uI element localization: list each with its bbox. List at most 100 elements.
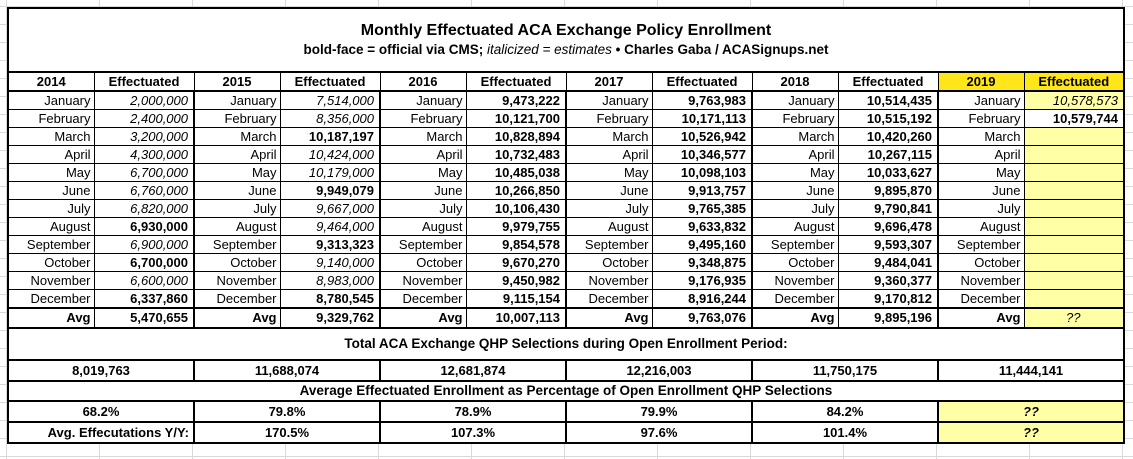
month-cell-2015-september[interactable]: September — [193, 235, 281, 254]
month-cell-2018-september[interactable]: September — [751, 235, 839, 254]
effectuated-header-2015[interactable]: Effectuated — [279, 71, 381, 92]
value-cell-2019-september[interactable] — [1023, 235, 1125, 254]
qhp-total-2019[interactable]: 11,444,141 — [937, 359, 1125, 382]
avg-value-2014[interactable]: 5,470,655 — [93, 307, 195, 329]
value-cell-2014-february[interactable]: 2,400,000 — [93, 109, 195, 128]
qhp-total-2015[interactable]: 11,688,074 — [193, 359, 381, 382]
month-cell-2015-february[interactable]: February — [193, 109, 281, 128]
pct-value-2014[interactable]: 68.2% — [7, 400, 195, 423]
month-cell-2014-february[interactable]: February — [7, 109, 95, 128]
month-cell-2015-july[interactable]: July — [193, 199, 281, 218]
month-cell-2018-august[interactable]: August — [751, 217, 839, 236]
month-cell-2016-december[interactable]: December — [379, 289, 467, 309]
month-cell-2017-october[interactable]: October — [565, 253, 653, 272]
month-cell-2014-june[interactable]: June — [7, 181, 95, 200]
effectuated-header-2017[interactable]: Effectuated — [651, 71, 753, 92]
value-cell-2015-june[interactable]: 9,949,079 — [279, 181, 381, 200]
month-cell-2015-may[interactable]: May — [193, 163, 281, 182]
value-cell-2018-november[interactable]: 9,360,377 — [837, 271, 939, 290]
value-cell-2014-august[interactable]: 6,930,000 — [93, 217, 195, 236]
yoy-label[interactable]: Avg. Effecutations Y/Y: — [7, 421, 195, 444]
avg-label-2014[interactable]: Avg — [7, 307, 95, 329]
value-cell-2014-november[interactable]: 6,600,000 — [93, 271, 195, 290]
year-header-2019[interactable]: 2019 — [937, 71, 1025, 92]
month-cell-2017-january[interactable]: January — [565, 90, 653, 110]
value-cell-2018-september[interactable]: 9,593,307 — [837, 235, 939, 254]
month-cell-2019-march[interactable]: March — [937, 127, 1025, 146]
month-cell-2015-november[interactable]: November — [193, 271, 281, 290]
value-cell-2016-may[interactable]: 10,485,038 — [465, 163, 567, 182]
month-cell-2014-december[interactable]: December — [7, 289, 95, 309]
value-cell-2019-march[interactable] — [1023, 127, 1125, 146]
value-cell-2018-april[interactable]: 10,267,115 — [837, 145, 939, 164]
value-cell-2019-november[interactable] — [1023, 271, 1125, 290]
value-cell-2018-october[interactable]: 9,484,041 — [837, 253, 939, 272]
month-cell-2015-april[interactable]: April — [193, 145, 281, 164]
month-cell-2016-november[interactable]: November — [379, 271, 467, 290]
month-cell-2014-march[interactable]: March — [7, 127, 95, 146]
month-cell-2019-february[interactable]: February — [937, 109, 1025, 128]
value-cell-2019-january[interactable]: 10,578,573 — [1023, 90, 1125, 110]
value-cell-2017-december[interactable]: 8,916,244 — [651, 289, 753, 309]
value-cell-2019-february[interactable]: 10,579,744 — [1023, 109, 1125, 128]
month-cell-2019-june[interactable]: June — [937, 181, 1025, 200]
month-cell-2017-march[interactable]: March — [565, 127, 653, 146]
month-cell-2018-april[interactable]: April — [751, 145, 839, 164]
value-cell-2016-november[interactable]: 9,450,982 — [465, 271, 567, 290]
avg-label-2019[interactable]: Avg — [937, 307, 1025, 329]
value-cell-2015-september[interactable]: 9,313,323 — [279, 235, 381, 254]
month-cell-2018-february[interactable]: February — [751, 109, 839, 128]
avg-value-2015[interactable]: 9,329,762 — [279, 307, 381, 329]
month-cell-2016-august[interactable]: August — [379, 217, 467, 236]
year-header-2018[interactable]: 2018 — [751, 71, 839, 92]
value-cell-2017-february[interactable]: 10,171,113 — [651, 109, 753, 128]
yoy-value-2017[interactable]: 97.6% — [565, 421, 753, 444]
pct-value-2018[interactable]: 84.2% — [751, 400, 939, 423]
year-header-2017[interactable]: 2017 — [565, 71, 653, 92]
value-cell-2017-january[interactable]: 9,763,983 — [651, 90, 753, 110]
value-cell-2019-october[interactable] — [1023, 253, 1125, 272]
month-cell-2016-march[interactable]: March — [379, 127, 467, 146]
value-cell-2017-may[interactable]: 10,098,103 — [651, 163, 753, 182]
effectuated-header-2016[interactable]: Effectuated — [465, 71, 567, 92]
effectuated-header-2014[interactable]: Effectuated — [93, 71, 195, 92]
month-cell-2014-july[interactable]: July — [7, 199, 95, 218]
pct-section-header[interactable]: Average Effectuated Enrollment as Percen… — [7, 380, 1125, 402]
value-cell-2015-march[interactable]: 10,187,197 — [279, 127, 381, 146]
month-cell-2018-january[interactable]: January — [751, 90, 839, 110]
value-cell-2014-march[interactable]: 3,200,000 — [93, 127, 195, 146]
month-cell-2018-june[interactable]: June — [751, 181, 839, 200]
value-cell-2017-september[interactable]: 9,495,160 — [651, 235, 753, 254]
value-cell-2016-january[interactable]: 9,473,222 — [465, 90, 567, 110]
yoy-value-2018[interactable]: 101.4% — [751, 421, 939, 444]
avg-value-2017[interactable]: 9,763,076 — [651, 307, 753, 329]
value-cell-2016-september[interactable]: 9,854,578 — [465, 235, 567, 254]
qhp-total-2014[interactable]: 8,019,763 — [7, 359, 195, 382]
value-cell-2014-july[interactable]: 6,820,000 — [93, 199, 195, 218]
value-cell-2017-march[interactable]: 10,526,942 — [651, 127, 753, 146]
month-cell-2019-april[interactable]: April — [937, 145, 1025, 164]
month-cell-2014-november[interactable]: November — [7, 271, 95, 290]
value-cell-2014-september[interactable]: 6,900,000 — [93, 235, 195, 254]
month-cell-2019-september[interactable]: September — [937, 235, 1025, 254]
avg-label-2016[interactable]: Avg — [379, 307, 467, 329]
year-header-2016[interactable]: 2016 — [379, 71, 467, 92]
value-cell-2014-december[interactable]: 6,337,860 — [93, 289, 195, 309]
month-cell-2018-may[interactable]: May — [751, 163, 839, 182]
month-cell-2018-july[interactable]: July — [751, 199, 839, 218]
month-cell-2014-september[interactable]: September — [7, 235, 95, 254]
pct-value-2017[interactable]: 79.9% — [565, 400, 753, 423]
value-cell-2015-july[interactable]: 9,667,000 — [279, 199, 381, 218]
avg-value-2018[interactable]: 9,895,196 — [837, 307, 939, 329]
month-cell-2014-april[interactable]: April — [7, 145, 95, 164]
month-cell-2016-july[interactable]: July — [379, 199, 467, 218]
month-cell-2017-december[interactable]: December — [565, 289, 653, 309]
value-cell-2018-january[interactable]: 10,514,435 — [837, 90, 939, 110]
yoy-value-2016[interactable]: 107.3% — [379, 421, 567, 444]
value-cell-2017-april[interactable]: 10,346,577 — [651, 145, 753, 164]
value-cell-2017-october[interactable]: 9,348,875 — [651, 253, 753, 272]
value-cell-2016-october[interactable]: 9,670,270 — [465, 253, 567, 272]
value-cell-2018-august[interactable]: 9,696,478 — [837, 217, 939, 236]
value-cell-2019-august[interactable] — [1023, 217, 1125, 236]
month-cell-2018-march[interactable]: March — [751, 127, 839, 146]
